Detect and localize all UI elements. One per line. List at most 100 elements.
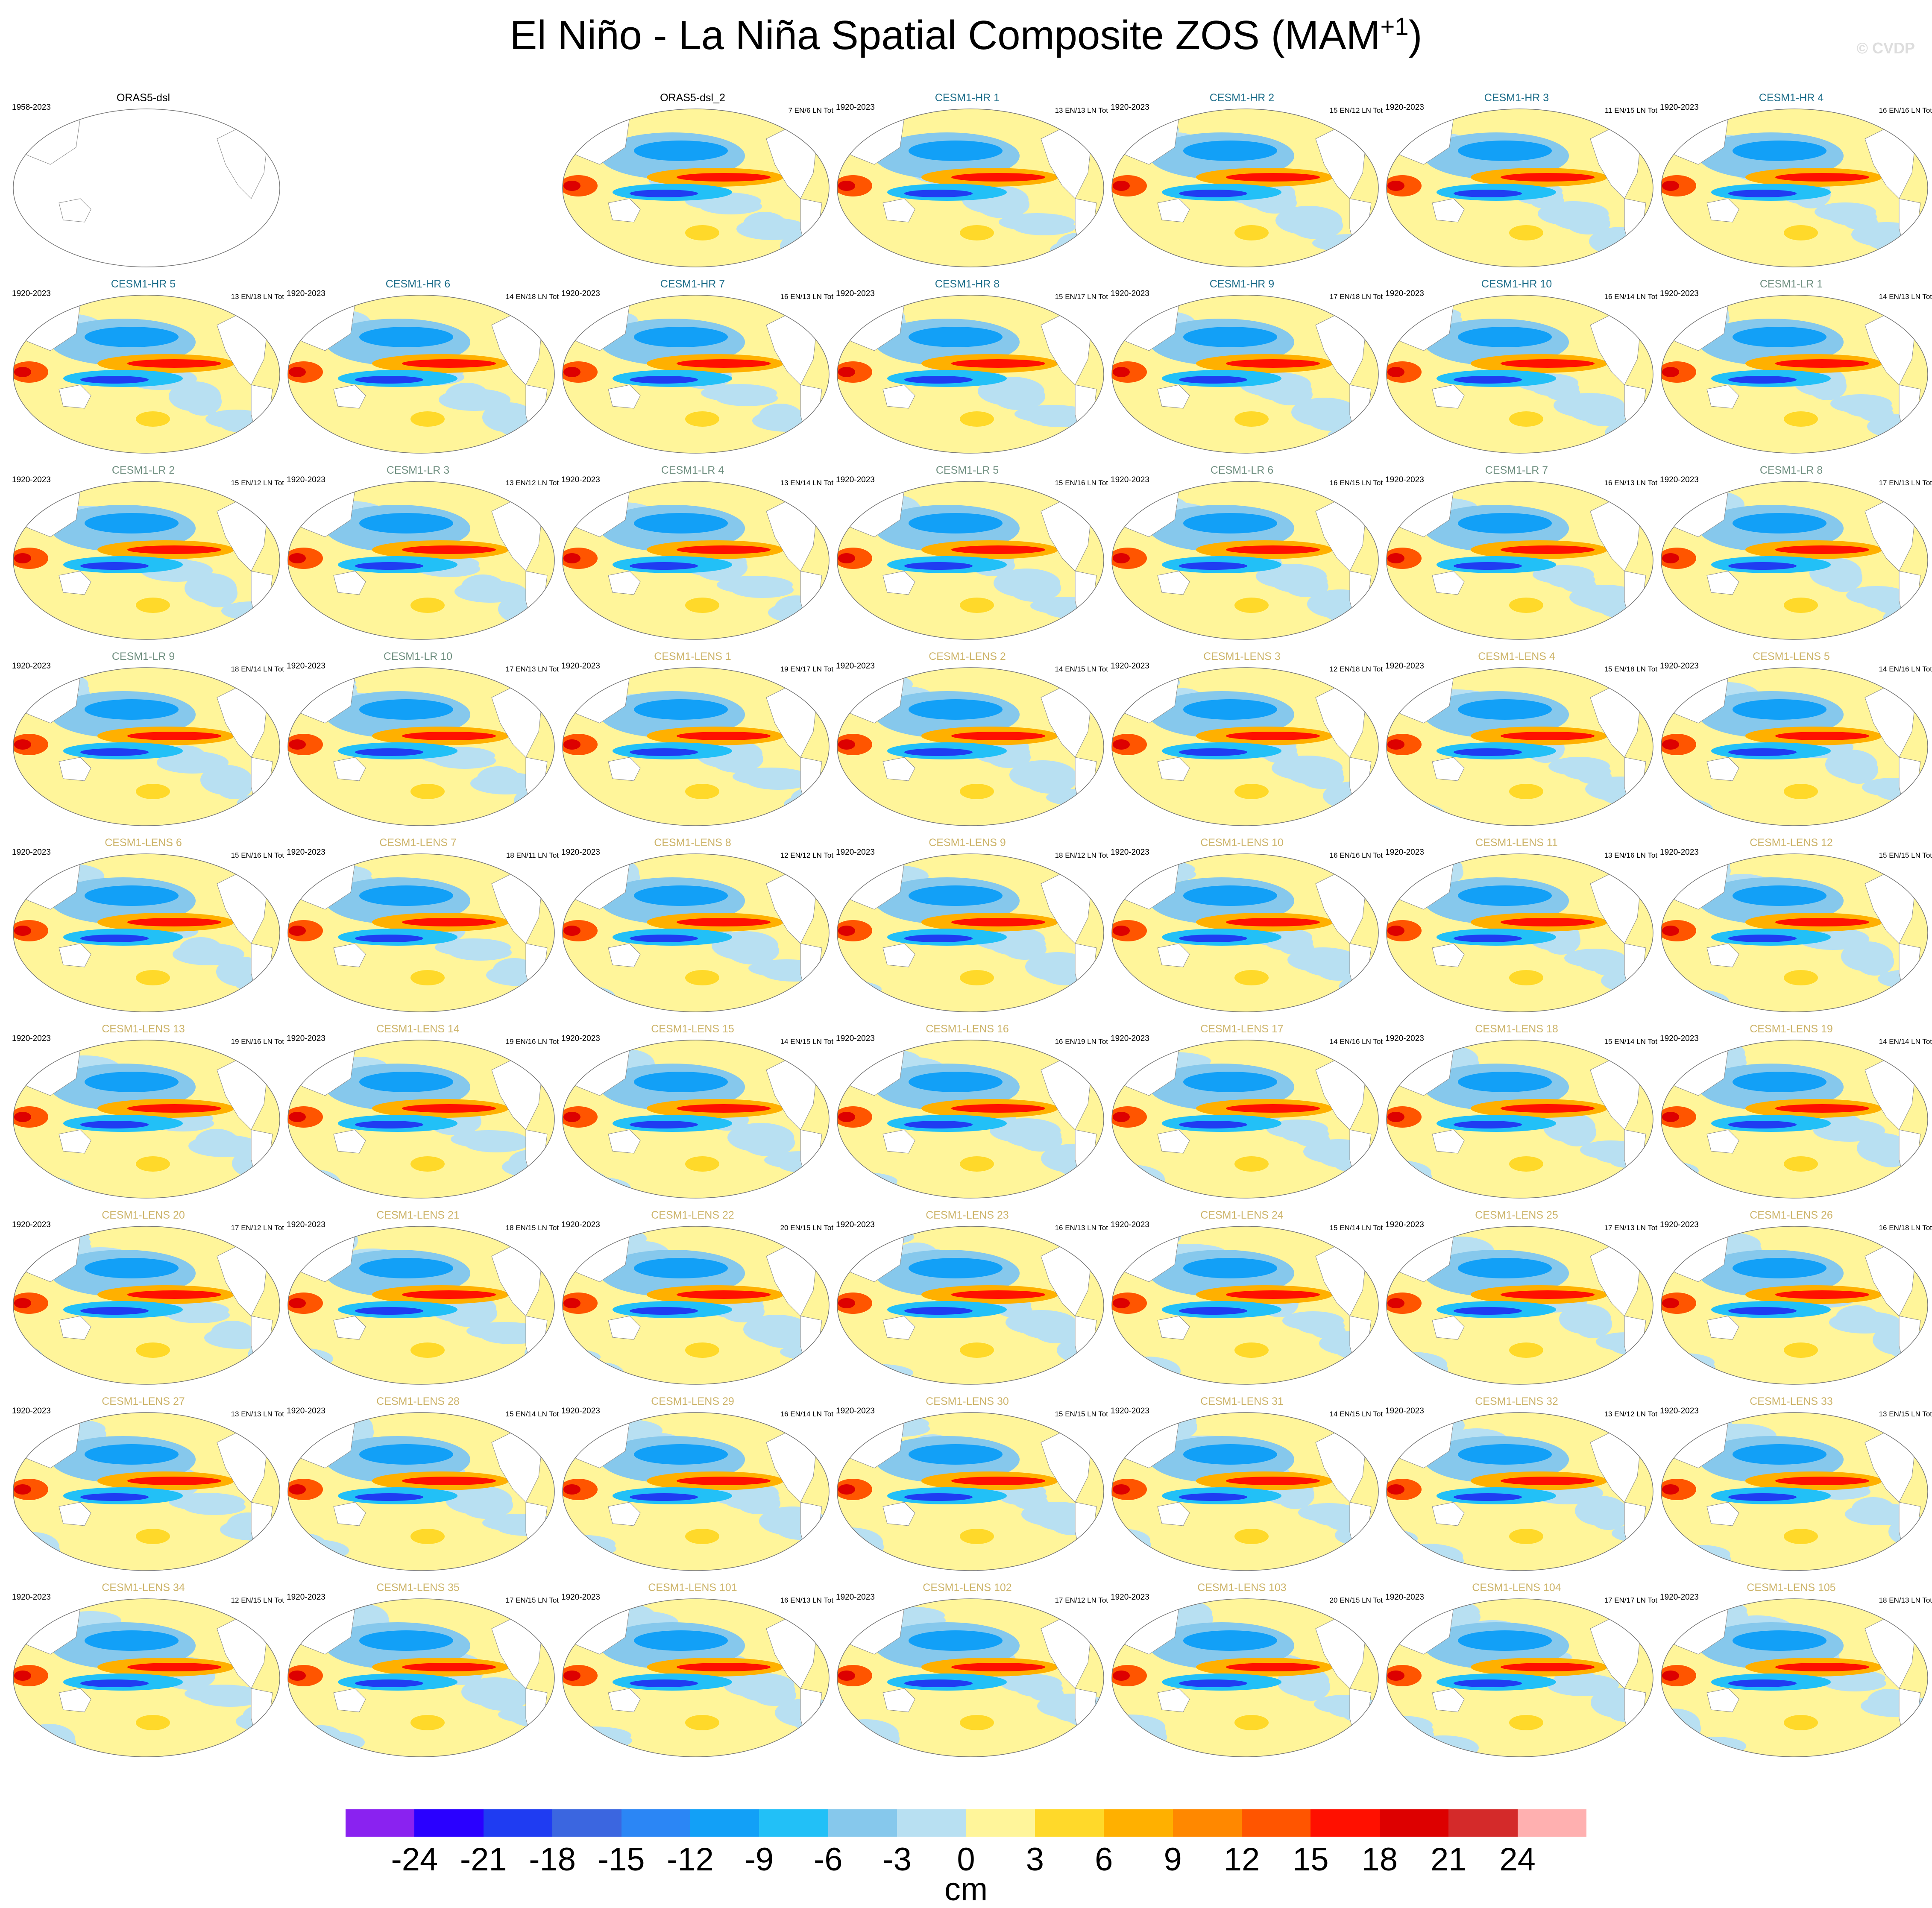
indian-ocean-core — [838, 739, 855, 750]
australia-land — [608, 198, 641, 223]
north-pacific-core — [359, 885, 453, 906]
map-outline — [1111, 1040, 1379, 1199]
australia-land — [1432, 1688, 1465, 1712]
tropical-south-core — [80, 562, 149, 570]
panel-title: CESM1-LR 1 — [1759, 278, 1823, 290]
australia-land — [59, 757, 91, 781]
panel-title: CESM1-LENS 12 — [1750, 837, 1833, 849]
map-panel: CESM1-LR 9 1920-2023 18 EN/14 LN Tot — [6, 651, 284, 837]
map-projection — [837, 1226, 1104, 1385]
panel-event-counts: 17 EN/13 LN Tot — [1879, 479, 1932, 487]
map-panel: CESM1-LENS 11 1920-2023 13 EN/16 LN Tot — [1379, 837, 1657, 1023]
panel-years: 1920-2023 — [1111, 103, 1149, 112]
indian-ocean-core — [563, 181, 580, 191]
indian-ocean-core — [1662, 367, 1679, 377]
field-patch — [1669, 1545, 1730, 1564]
indian-ocean-core — [1387, 1298, 1404, 1308]
tropical-south-core — [1179, 1679, 1247, 1687]
south-pacific-anomaly — [1234, 1715, 1269, 1730]
map-field — [837, 1413, 1104, 1571]
equatorial-core — [1775, 732, 1869, 740]
map-field — [563, 668, 829, 826]
field-patch — [250, 613, 280, 629]
panel-years: 1920-2023 — [836, 1593, 875, 1602]
equatorial-core — [951, 918, 1045, 926]
panel-event-counts: 14 EN/15 LN Tot — [1055, 665, 1108, 673]
map-panel: CESM1-LENS 17 1920-2023 14 EN/16 LN Tot — [1105, 1023, 1383, 1209]
south-america-land — [525, 943, 548, 1000]
south-america-land — [1349, 1502, 1372, 1559]
south-pacific-anomaly — [1509, 225, 1543, 240]
map-outline — [1111, 1412, 1379, 1571]
map-panel: CESM1-HR 6 1920-2023 14 EN/18 LN Tot — [281, 278, 559, 464]
map-field — [1112, 1226, 1378, 1384]
australia-land — [1432, 1502, 1465, 1526]
map-field — [288, 1226, 554, 1384]
panel-years: 1920-2023 — [561, 662, 600, 671]
map-field — [1112, 1040, 1378, 1198]
indian-ocean-core — [1662, 739, 1679, 750]
australia-land — [608, 943, 641, 967]
north-pacific-core — [909, 1630, 1003, 1651]
map-field — [13, 1413, 280, 1571]
panel-title: CESM1-LENS 9 — [929, 837, 1006, 849]
map-field — [1387, 1413, 1653, 1571]
colorbar-tick-label: -9 — [745, 1841, 774, 1878]
colorbar-swatch — [966, 1809, 1035, 1837]
map-panel: CESM1-LENS 35 1920-2023 17 EN/15 LN Tot — [281, 1582, 559, 1768]
panel-event-counts: 16 EN/16 LN Tot — [1329, 851, 1383, 859]
equatorial-core — [402, 1290, 496, 1299]
field-patch — [1041, 1144, 1104, 1173]
map-projection — [13, 1040, 280, 1199]
colorbar-swatch — [621, 1809, 690, 1837]
panel-event-counts: 13 EN/15 LN Tot — [1879, 1410, 1932, 1418]
equatorial-core — [677, 732, 771, 740]
map-panel: CESM1-LENS 23 1920-2023 16 EN/13 LN Tot — [830, 1209, 1108, 1395]
map-outline — [1111, 295, 1379, 454]
panel-title: CESM1-LENS 33 — [1750, 1395, 1833, 1407]
panel-event-counts: 15 EN/14 LN Tot — [505, 1410, 559, 1418]
panel-event-counts: 19 EN/16 LN Tot — [231, 1038, 284, 1046]
panel-title: CESM1-HR 4 — [1759, 92, 1824, 104]
panel-years: 1920-2023 — [1385, 1220, 1424, 1229]
map-panel: CESM1-LR 6 1920-2023 16 EN/15 LN Tot — [1105, 464, 1383, 651]
south-america-land — [1624, 1129, 1646, 1186]
tropical-south-core — [904, 1493, 973, 1501]
panel-title: CESM1-HR 8 — [935, 278, 1000, 290]
south-pacific-anomaly — [410, 970, 445, 985]
map-panel: CESM1-LR 4 1920-2023 13 EN/14 LN Tot — [555, 464, 833, 651]
panel-years: 1920-2023 — [836, 1220, 875, 1229]
map-field — [288, 1413, 554, 1571]
colorbar — [346, 1809, 1587, 1837]
equatorial-core — [951, 1477, 1045, 1485]
tropical-south-core — [80, 376, 149, 384]
field-patch — [446, 1486, 512, 1515]
indian-ocean-core — [1113, 181, 1130, 191]
map-projection — [287, 1598, 555, 1757]
panel-title: CESM1-LENS 1 — [654, 651, 731, 662]
map-field — [1112, 109, 1378, 267]
field-patch — [1291, 398, 1358, 427]
panel-years: 1920-2023 — [1660, 1034, 1699, 1043]
australia-land — [59, 1502, 91, 1526]
map-outline — [287, 1040, 555, 1199]
field-patch — [466, 1322, 542, 1340]
north-pacific-core — [85, 1444, 179, 1465]
panel-years: 1920-2023 — [1385, 1593, 1424, 1602]
panel-years: 1920-2023 — [1660, 1407, 1699, 1416]
australia-land — [1706, 571, 1739, 595]
map-projection — [1386, 1226, 1653, 1385]
equatorial-core — [1226, 1104, 1320, 1113]
australia-land — [1157, 1129, 1190, 1154]
panel-title: CESM1-LENS 16 — [926, 1023, 1009, 1035]
south-america-land — [800, 384, 822, 441]
north-pacific-core — [359, 327, 453, 347]
south-pacific-anomaly — [1234, 784, 1269, 799]
south-america-land — [525, 1129, 548, 1186]
south-pacific-anomaly — [1234, 598, 1269, 613]
panel-title: CESM1-LENS 2 — [929, 651, 1006, 662]
south-america-land — [525, 1316, 548, 1372]
south-pacific-anomaly — [685, 1156, 719, 1172]
indian-ocean-core — [14, 739, 31, 750]
south-pacific-anomaly — [960, 225, 994, 240]
